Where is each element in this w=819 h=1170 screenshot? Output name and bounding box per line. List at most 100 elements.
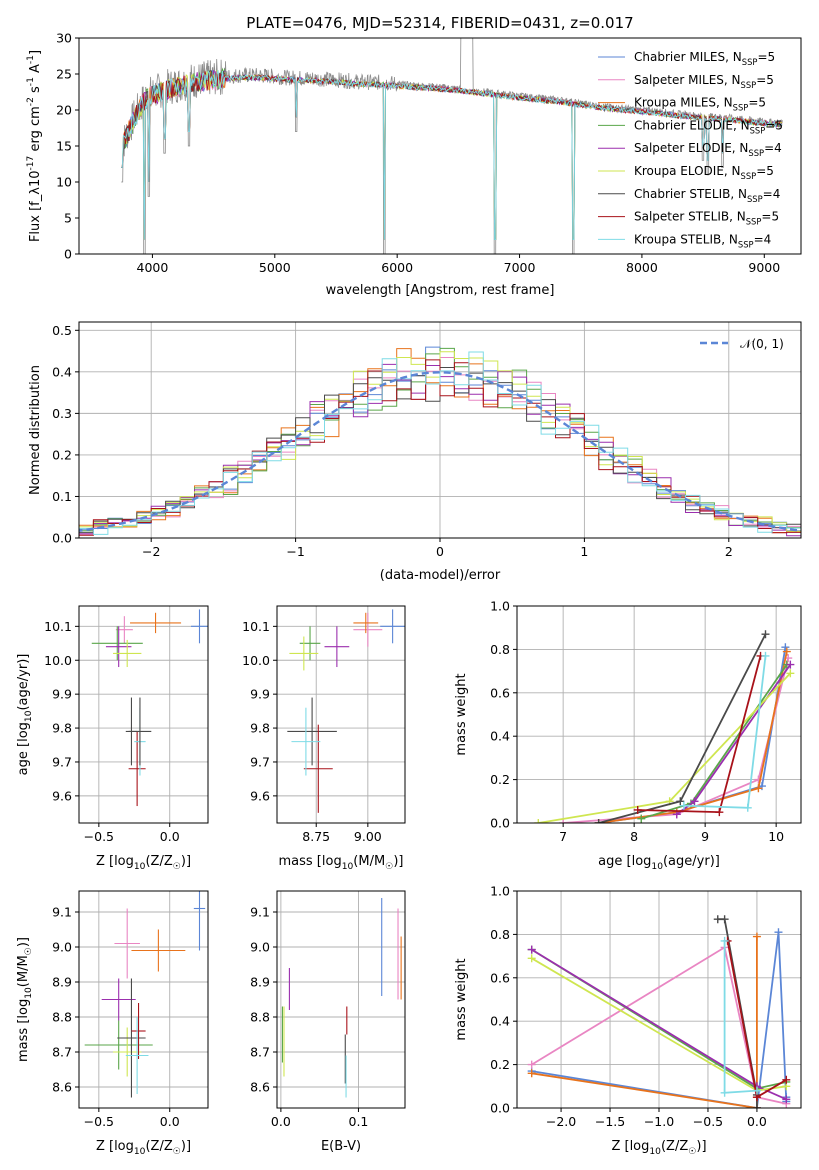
y-tick-label: 1.0 (490, 599, 510, 614)
x-tick-label: −1.5 (595, 1114, 625, 1129)
weight-marker (676, 797, 685, 806)
weight-marker (752, 932, 761, 941)
y-tick-label: 9.8 (250, 721, 270, 736)
y-tick-label: 10.1 (44, 619, 72, 634)
histogram-kroupa-stelib (79, 351, 801, 536)
y-tick-label: 15 (56, 139, 72, 154)
x-tick-label: 5000 (259, 260, 291, 275)
axes-frame (516, 890, 802, 1109)
x-tick-label: 2 (725, 544, 733, 559)
weight-line-kroupa-miles (598, 651, 788, 823)
y-tick-label: 8.9 (52, 975, 72, 990)
panel-weight_vs_Z: −2.0 −1.5 −1.0 −0.5 0.0 0.0 0.2 0.4 0.6 0.8 1.0 Z [… (454, 884, 802, 1157)
y-tick-label: 9.6 (52, 788, 72, 803)
y-tick-label: 0.4 (52, 364, 72, 379)
weight-line-kroupa-stelib (683, 655, 767, 809)
weight-marker (679, 801, 688, 810)
y-tick-label: 8.7 (52, 1045, 72, 1060)
y-tick-label: 8.7 (250, 1045, 270, 1060)
weight-line-salpeter-miles (563, 657, 790, 823)
y-tick-label: 8.8 (52, 1010, 72, 1025)
y-tick-label: 10 (56, 175, 72, 190)
panel-mass_vs_ebv: 0.0 0.1 8.6 8.7 8.8 8.9 9.0 9.1 E(B-V) (250, 890, 406, 1154)
histograms (79, 346, 801, 538)
y-tick-label: 0.0 (490, 1101, 510, 1116)
x-tick-label: −1.0 (644, 1114, 674, 1129)
x-axis-label: wavelength [Angstrom, rest frame] (326, 283, 555, 298)
y-tick-label: 10.0 (44, 653, 72, 668)
y-tick-label: 0.0 (52, 531, 72, 546)
x-axis-label: mass [log10(M/M☉)] (279, 854, 404, 872)
x-tick-label: −0.5 (84, 1114, 114, 1129)
y-tick-label: 9.1 (52, 905, 72, 920)
weight-marker (720, 936, 729, 945)
x-tick-label: 7 (559, 829, 567, 844)
model-line-kroupa-stelib (121, 70, 783, 241)
x-tick-label: −2.0 (546, 1114, 576, 1129)
panel-age_vs_Z: −0.5 0.0 9.6 9.7 9.8 9.9 10.0 10.1 Z [log10(Z/Z☉… (16, 605, 209, 872)
y-tick-label: 0.2 (490, 1057, 510, 1072)
weight-marker (774, 928, 783, 937)
y-tick-label: 9.8 (52, 721, 72, 736)
y-tick-label: 9.9 (52, 687, 72, 702)
y-tick-label: 0.2 (490, 772, 510, 787)
error-bars (84, 891, 206, 1098)
y-tick-label: 0.1 (52, 489, 72, 504)
x-tick-label: 0.0 (271, 1114, 291, 1129)
spectrum-lines (121, 38, 783, 254)
x-tick-label: 9.00 (354, 829, 382, 844)
y-tick-label: 0.2 (52, 447, 72, 462)
figure-title: PLATE=0476, MJD=52314, FIBERID=0431, z=0… (246, 14, 633, 32)
panel-residuals: −2 −1 0 1 2 0.0 0.1 0.2 0.3 0.4 0.5 𝒩(0, 1) (data-mo… (28, 321, 802, 583)
legend-entry: Kroupa STELIB, NSSP=4 (634, 232, 771, 249)
weight-marker (559, 819, 568, 823)
y-tick-label: 20 (56, 103, 72, 118)
x-axis-label: age [log10(age/yr)] (598, 854, 720, 872)
y-tick-label: 30 (56, 31, 72, 46)
y-tick-label: 0.4 (490, 1014, 510, 1029)
weight-line-chabrier-miles (598, 647, 787, 823)
weight-marker (782, 1075, 791, 1084)
y-tick-label: 0.4 (490, 729, 510, 744)
y-tick-label: 0.3 (52, 406, 72, 421)
legend-entry: Kroupa ELODIE, NSSP=5 (634, 164, 774, 181)
error-bars (91, 609, 208, 807)
y-tick-label: 9.9 (250, 687, 270, 702)
weight-marker (527, 1060, 536, 1069)
x-tick-label: −0.5 (693, 1114, 723, 1129)
y-axis-label: Normed distribution (28, 365, 43, 495)
y-tick-label: 10.0 (242, 653, 270, 668)
error-bars (281, 898, 402, 1098)
legend-entry: Chabrier STELIB, NSSP=4 (634, 187, 780, 204)
weight-marker (594, 819, 603, 823)
error-bars (287, 609, 405, 813)
weight-marker (527, 1069, 536, 1078)
normal-reference-curve (79, 371, 801, 532)
panel-mass_vs_Z: −0.5 0.0 8.6 8.7 8.8 8.9 9.0 9.1 Z [log10(Z/Z☉)]… (16, 890, 209, 1157)
x-tick-label: 10 (768, 829, 784, 844)
y-tick-label: 9.1 (250, 905, 270, 920)
x-axis-label: Z [log10(Z/Z☉)] (611, 1139, 706, 1157)
weight-marker (720, 1088, 729, 1097)
y-tick-label: 9.7 (52, 754, 72, 769)
weight-line-chabrier-elodie (641, 664, 788, 820)
weight-marker (752, 1086, 761, 1095)
weight-marker (743, 803, 752, 812)
panel-age_vs_mass: 8.75 9.00 9.6 9.7 9.8 9.9 10.0 10.1 mass [log10(… (242, 605, 406, 872)
weight-line-salpeter-elodie (676, 664, 792, 816)
x-tick-label: −0.5 (84, 829, 114, 844)
legend-entry: Salpeter MILES, NSSP=5 (634, 73, 774, 90)
weight-marker (637, 814, 646, 823)
y-tick-label: 8.8 (250, 1010, 270, 1025)
y-tick-label: 9.6 (250, 788, 270, 803)
weight-marker (715, 808, 724, 817)
x-tick-label: 0.0 (160, 1114, 180, 1129)
weight-marker (633, 805, 642, 814)
weight-marker (786, 660, 795, 669)
x-tick-label: 8.75 (302, 829, 330, 844)
x-tick-label: 0.0 (160, 829, 180, 844)
weight-marker (752, 1104, 761, 1108)
y-tick-label: 8.6 (250, 1080, 270, 1095)
spectrum-legend: Chabrier MILES, NSSP=5 Salpeter MILES, NS… (598, 50, 783, 249)
y-tick-label: 25 (56, 67, 72, 82)
